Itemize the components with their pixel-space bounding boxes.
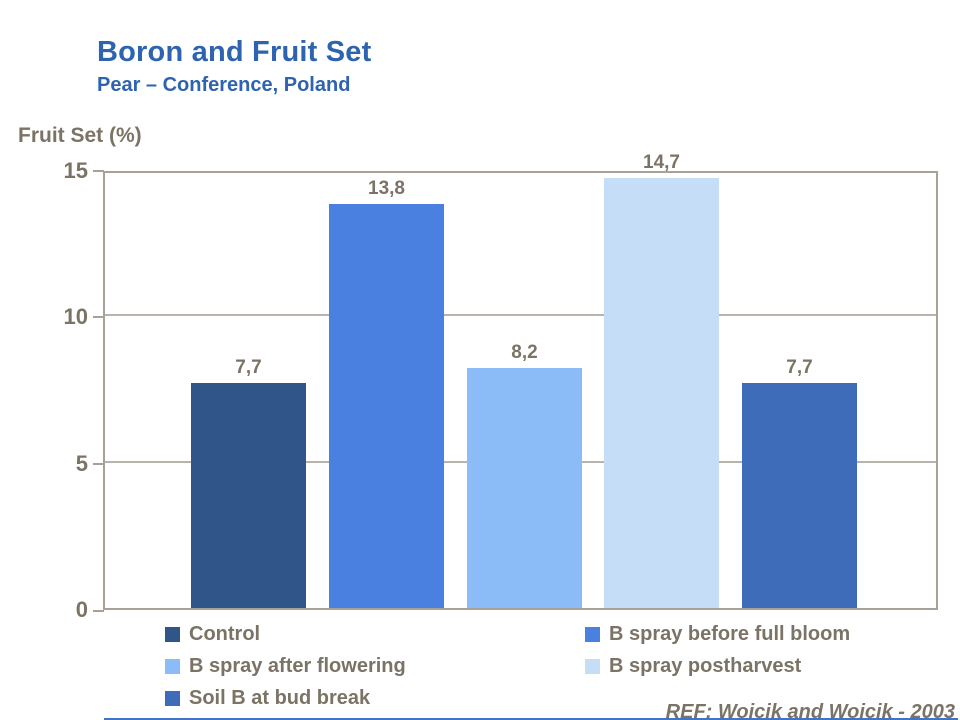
bar-value-label: 7,7 (235, 356, 262, 378)
legend-label: B spray before full bloom (609, 622, 851, 645)
legend-label: Control (189, 622, 261, 645)
legend-item-soil-b-at-bud-break: Soil B at bud break (165, 686, 585, 710)
legend-item-b-spray-postharvest: B spray postharvest (585, 654, 945, 678)
legend-label: B spray postharvest (609, 654, 802, 677)
chart-subtitle: Pear – Conference, Poland (97, 74, 351, 96)
reference-text: REF: Wojcik and Wojcik - 2003 (665, 701, 955, 720)
y-tick-mark-5 (93, 462, 104, 465)
bar-value-label: 14,7 (643, 151, 680, 173)
bar-soil-b-at-bud-break (742, 382, 857, 608)
y-tick-label-0: 0 (75, 597, 88, 622)
legend-item-b-spray-before-full-bloom: B spray before full bloom (585, 622, 945, 646)
bar-b-spray-before-full-bloom (329, 204, 444, 608)
legend: Control B spray before full bloom B spray … (165, 622, 945, 710)
legend-item-b-spray-after-flowering: B spray after flowering (165, 654, 585, 678)
bar-value-label: 13,8 (368, 178, 405, 200)
legend-swatch-icon (165, 626, 180, 642)
legend-swatch-icon (585, 658, 600, 674)
bar-b-spray-after-flowering (467, 368, 582, 608)
bar-value-label: 8,2 (511, 342, 538, 363)
gridline-10 (105, 314, 936, 317)
legend-label: B spray after flowering (189, 654, 406, 677)
bar-value-label: 7,7 (786, 356, 813, 378)
bar-b-spray-postharvest (604, 177, 719, 608)
legend-swatch-icon (585, 626, 600, 642)
y-tick-mark-10 (93, 316, 104, 319)
y-tick-mark-15 (93, 170, 104, 172)
legend-item-control: Control (165, 622, 585, 646)
legend-label: Soil B at bud break (189, 686, 371, 709)
y-axis-title: Fruit Set (%) (18, 124, 142, 147)
plot-area: 7,7 13,8 8,2 14,7 7,7 (103, 152, 938, 610)
legend-swatch-icon (165, 690, 180, 706)
chart-title: Boron and Fruit Set (97, 36, 372, 68)
bar-control (191, 382, 306, 608)
y-tick-label-15: 15 (63, 158, 88, 183)
y-tick-label-5: 5 (75, 450, 88, 476)
y-tick-mark-0 (93, 610, 104, 612)
legend-swatch-icon (165, 658, 180, 674)
y-tick-label-10: 10 (63, 304, 88, 330)
footer-accent-line (104, 718, 958, 720)
